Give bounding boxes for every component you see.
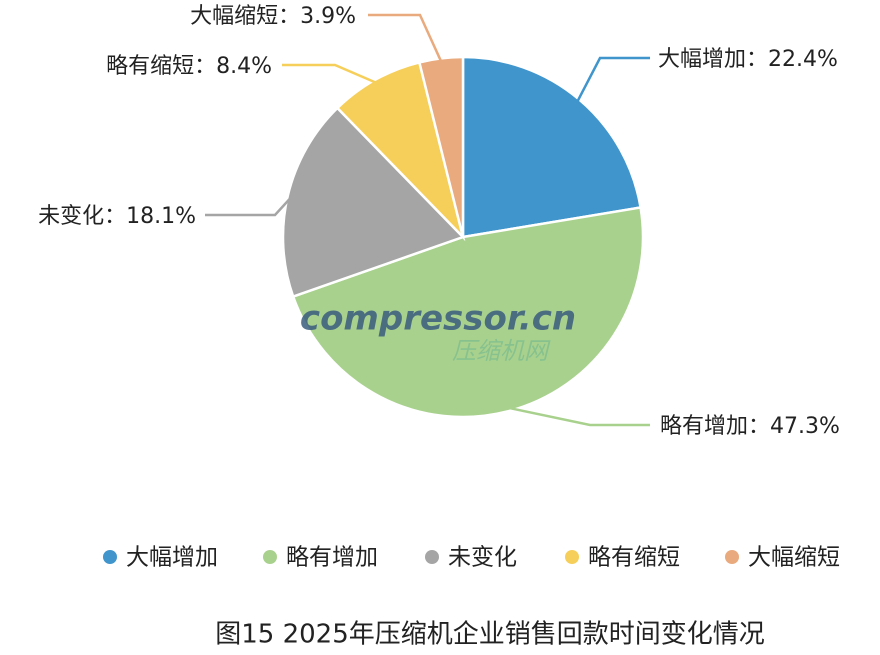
- pie-slice: [281, 106, 466, 299]
- legend-marker: [263, 550, 277, 564]
- leader-line: [282, 63, 378, 85]
- pie-slice: [335, 60, 466, 242]
- legend-label: 大幅缩短: [748, 545, 840, 571]
- legend-label: 略有增加: [286, 545, 378, 571]
- data-label: 未变化：18.1%: [38, 204, 196, 229]
- legend-label: 略有缩短: [588, 545, 680, 571]
- watermark: compressor.cn: [300, 299, 576, 339]
- data-label: 略有缩短：8.4%: [106, 54, 272, 79]
- legend-label: 大幅增加: [126, 545, 218, 571]
- pie-slice: [461, 55, 643, 239]
- leader-line: [205, 195, 293, 217]
- chart-title: 图15 2025年压缩机企业销售回款时间变化情况: [215, 620, 765, 650]
- legend-label: 未变化: [448, 545, 517, 571]
- data-label: 大幅缩短：3.9%: [190, 4, 356, 29]
- leader-line: [368, 13, 443, 63]
- legend-marker: [103, 550, 117, 564]
- watermark-sub: 压缩机网: [452, 337, 551, 365]
- leader-line: [506, 406, 650, 427]
- data-label: 略有增加：47.3%: [660, 414, 840, 439]
- leader-line: [575, 56, 650, 104]
- legend-marker: [725, 550, 739, 564]
- pie-slice: [291, 206, 645, 419]
- legend-marker: [565, 550, 579, 564]
- data-label: 大幅增加：22.4%: [658, 47, 838, 72]
- legend-marker: [425, 550, 439, 564]
